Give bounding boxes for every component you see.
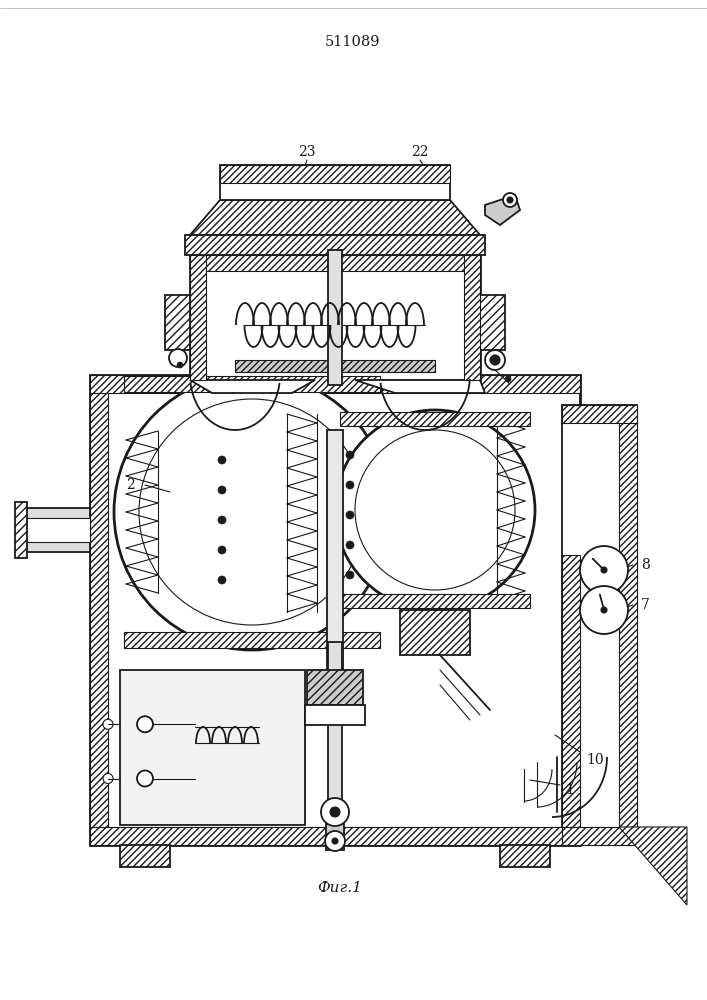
Bar <box>340 594 530 608</box>
Circle shape <box>114 374 390 650</box>
Bar <box>562 827 637 845</box>
Bar <box>90 375 580 845</box>
Circle shape <box>137 770 153 786</box>
Circle shape <box>169 349 187 367</box>
Bar <box>619 405 637 845</box>
Bar <box>220 165 450 183</box>
Bar <box>305 705 365 725</box>
Circle shape <box>218 576 226 584</box>
Circle shape <box>335 410 535 610</box>
Polygon shape <box>190 380 315 393</box>
Bar <box>562 405 637 845</box>
Text: 7: 7 <box>641 598 650 612</box>
Circle shape <box>137 716 153 732</box>
Circle shape <box>218 546 226 554</box>
Circle shape <box>346 511 354 519</box>
Text: 23: 23 <box>298 145 316 159</box>
Bar <box>562 405 637 423</box>
Circle shape <box>218 516 226 524</box>
Polygon shape <box>190 200 480 235</box>
Bar <box>464 255 480 380</box>
Text: 10: 10 <box>586 753 604 767</box>
Circle shape <box>346 541 354 549</box>
Circle shape <box>485 350 505 370</box>
Circle shape <box>103 719 113 729</box>
Circle shape <box>346 451 354 459</box>
Bar <box>124 632 380 648</box>
Bar <box>500 845 550 867</box>
Bar <box>90 827 580 845</box>
Circle shape <box>332 838 338 844</box>
Bar <box>400 610 470 655</box>
Text: 8: 8 <box>641 558 649 572</box>
Bar <box>480 295 505 350</box>
Circle shape <box>103 774 113 784</box>
Circle shape <box>580 546 628 594</box>
Bar <box>328 250 342 385</box>
Circle shape <box>177 362 183 368</box>
Bar <box>120 670 305 825</box>
Bar <box>25 508 90 552</box>
Circle shape <box>355 430 515 590</box>
Circle shape <box>321 798 349 826</box>
Bar <box>340 412 530 426</box>
Bar <box>307 670 363 705</box>
Circle shape <box>507 197 513 203</box>
Bar <box>165 295 190 350</box>
Text: 22: 22 <box>411 145 428 159</box>
Bar <box>220 165 450 200</box>
Polygon shape <box>355 380 485 393</box>
Circle shape <box>490 355 500 365</box>
Polygon shape <box>619 827 687 905</box>
Circle shape <box>139 399 365 625</box>
Bar <box>190 255 480 271</box>
Circle shape <box>346 481 354 489</box>
Circle shape <box>218 486 226 494</box>
Circle shape <box>503 193 517 207</box>
Bar <box>190 255 480 380</box>
Text: 2: 2 <box>126 478 134 492</box>
Bar <box>185 235 485 255</box>
Bar <box>25 518 90 542</box>
Circle shape <box>580 586 628 634</box>
Bar <box>327 430 343 690</box>
Bar <box>90 375 580 393</box>
Text: Фиг.1: Фиг.1 <box>317 881 363 895</box>
Circle shape <box>601 567 607 573</box>
Circle shape <box>325 831 345 851</box>
Bar <box>15 502 27 558</box>
Bar <box>562 555 580 827</box>
Bar <box>190 255 206 380</box>
Circle shape <box>601 607 607 613</box>
Bar <box>328 642 342 822</box>
Circle shape <box>330 807 340 817</box>
Bar <box>235 360 435 372</box>
Text: 511089: 511089 <box>325 35 381 49</box>
Circle shape <box>346 571 354 579</box>
Bar <box>124 376 380 392</box>
Circle shape <box>505 376 511 382</box>
Polygon shape <box>485 195 520 225</box>
Bar <box>90 375 108 845</box>
Text: 1: 1 <box>566 783 574 797</box>
Bar <box>120 845 170 867</box>
Bar <box>326 824 344 850</box>
Circle shape <box>218 456 226 464</box>
